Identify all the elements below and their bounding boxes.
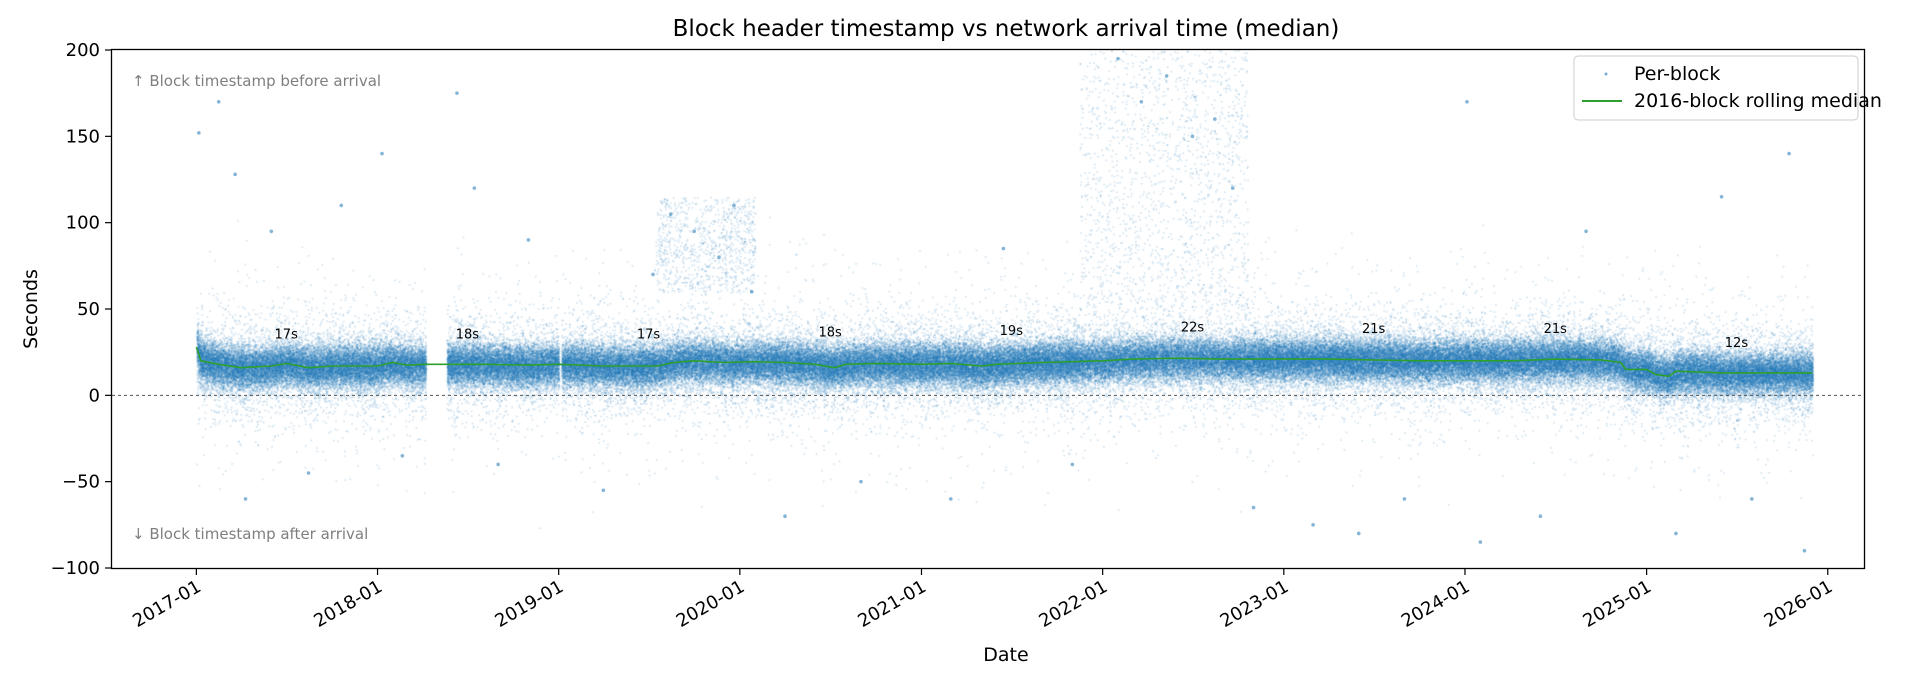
y-axis: −100 −50 0 50 100 150 200 <box>51 40 112 579</box>
per-block-point-30 <box>1230 186 1235 190</box>
per-block-point-14 <box>651 272 655 277</box>
median-label-4: 19s <box>1000 324 1024 339</box>
per-block-point-21 <box>859 479 863 484</box>
per-block-point-4 <box>269 229 274 234</box>
median-label-0: 17s <box>275 327 299 342</box>
x-tick-label-6: 2023-01 <box>1217 576 1293 632</box>
annotation-bottom: ↓ Block timestamp after arrival <box>132 525 368 543</box>
per-block-point-29 <box>1213 117 1217 121</box>
x-tick-label-8: 2025-01 <box>1579 576 1655 632</box>
rolling-median-line <box>195 346 1813 378</box>
x-tick-label-5: 2022-01 <box>1036 576 1112 632</box>
per-block-point-41 <box>1750 497 1754 501</box>
legend-frame <box>1573 55 1859 121</box>
median-label-6: 21s <box>1362 322 1386 337</box>
x-axis: 2017-01 2018-01 2019-01 2020-01 2021-01 2022-… <box>129 568 1836 632</box>
per-block-point-33 <box>1356 531 1361 536</box>
median-label-2: 17s <box>637 327 661 342</box>
y-tick-label-0: −100 <box>51 558 100 579</box>
legend-label-per-block: Per-block <box>1634 63 1720 85</box>
x-tick-label-4: 2021-01 <box>854 576 930 632</box>
y-tick-label-2: 0 <box>89 385 100 406</box>
per-block-point-37 <box>1538 514 1543 518</box>
per-block-point-36 <box>1478 540 1483 544</box>
legend-label-rolling-median: 2016-block rolling median <box>1634 90 1882 112</box>
per-block-point-23 <box>1001 246 1006 251</box>
per-block-point-12 <box>526 238 531 242</box>
median-label-7: 21s <box>1544 322 1568 337</box>
per-block-point-42 <box>1787 151 1791 156</box>
per-block-point-19 <box>749 289 754 294</box>
per-block-point-40 <box>1719 194 1724 199</box>
y-tick-label-4: 100 <box>66 213 100 234</box>
x-tick-label-3: 2020-01 <box>673 576 749 632</box>
per-block-point-5 <box>306 471 311 475</box>
per-block-point-38 <box>1584 229 1588 234</box>
per-block-point-2 <box>233 172 237 177</box>
median-label-1: 18s <box>456 327 480 342</box>
per-block-point-8 <box>400 453 405 458</box>
per-block-point-cloud <box>112 50 1864 568</box>
per-block-point-27 <box>1164 74 1169 78</box>
per-block-point-39 <box>1674 531 1678 536</box>
per-block-point-32 <box>1311 523 1315 527</box>
median-label-3: 18s <box>819 326 843 341</box>
per-block-point-10 <box>472 186 477 190</box>
per-block-point-7 <box>380 151 384 156</box>
y-tick-label-5: 150 <box>66 126 100 147</box>
legend: Per-block 2016-block rolling median <box>1573 55 1882 121</box>
x-tick-label-9: 2026-01 <box>1761 576 1837 632</box>
y-axis-label: Seconds <box>20 269 42 349</box>
per-block-point-35 <box>1465 100 1469 104</box>
per-block-point-1 <box>216 100 221 104</box>
per-block-point-31 <box>1251 505 1256 510</box>
per-block-point-16 <box>692 229 696 234</box>
chart-title: Block header timestamp vs network arriva… <box>673 16 1340 42</box>
x-tick-label-0: 2017-01 <box>129 576 205 632</box>
per-block-point-9 <box>455 91 459 95</box>
per-block-point-11 <box>496 462 500 467</box>
per-block-point-25 <box>1116 56 1120 61</box>
y-tick-label-1: −50 <box>62 472 100 493</box>
plot-area: 17s 18s 17s 18s 19s 22s 21s 21s 12s <box>112 50 1864 568</box>
x-tick-label-7: 2024-01 <box>1398 576 1474 632</box>
per-block-point-6 <box>339 203 344 208</box>
legend-marker-per-block <box>1604 72 1608 76</box>
per-block-point-28 <box>1190 134 1195 139</box>
median-label-8: 12s <box>1725 336 1749 351</box>
per-block-point-26 <box>1139 100 1144 104</box>
per-block-point-3 <box>243 497 248 501</box>
per-block-point-34 <box>1402 497 1407 501</box>
annotation-top: ↑ Block timestamp before arrival <box>132 72 381 90</box>
per-block-point-18 <box>732 203 736 208</box>
per-block-point-13 <box>601 488 606 493</box>
per-block-point-20 <box>783 514 787 518</box>
y-tick-label-6: 200 <box>66 40 100 61</box>
per-block-point-24 <box>1070 462 1075 467</box>
median-label-5: 22s <box>1181 320 1205 335</box>
x-axis-label: Date <box>983 644 1028 666</box>
x-tick-label-1: 2018-01 <box>310 576 386 632</box>
per-block-point-17 <box>717 255 721 259</box>
per-block-point-0 <box>197 131 201 135</box>
per-block-point-22 <box>948 497 953 501</box>
y-tick-label-3: 50 <box>77 299 100 320</box>
per-block-point-43 <box>1802 548 1807 553</box>
x-tick-label-2: 2019-01 <box>492 576 568 632</box>
per-block-point-15 <box>669 212 673 216</box>
